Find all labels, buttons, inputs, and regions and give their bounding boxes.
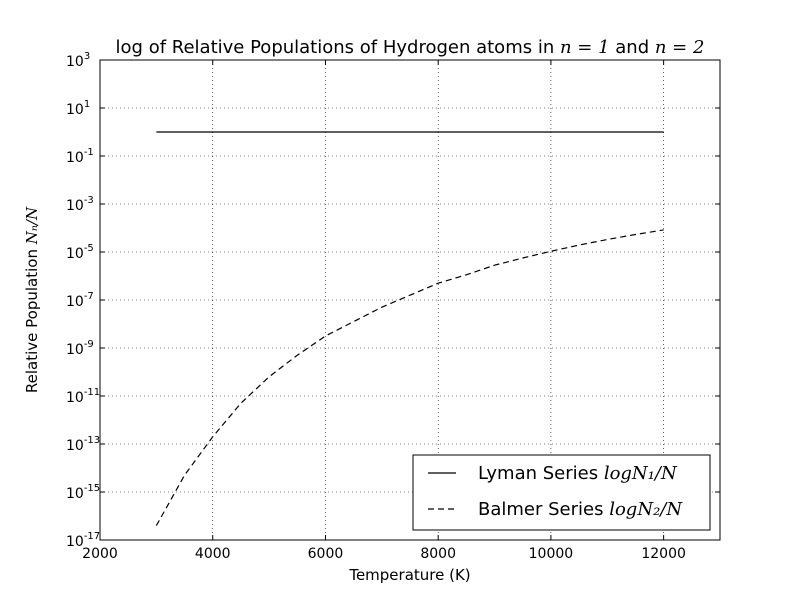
x-tick-label-3: 8000 [420, 546, 456, 562]
legend-lyman-math: logN₁/N [604, 463, 678, 484]
x-tick-label-0: 2000 [82, 546, 118, 562]
chart-title-mid: and [610, 37, 655, 58]
y-tick-label-6: 10-9 [66, 339, 94, 358]
y-tick-label-10: 10-17 [66, 531, 100, 550]
y-tick-label-8: 10-13 [66, 435, 100, 454]
y-tick-label-7: 10-11 [66, 387, 100, 406]
x-axis-title: Temperature (K) [348, 566, 470, 584]
y-tick-exponent-9: -15 [84, 483, 100, 494]
legend-label-balmer: Balmer Series logN₂/N [478, 499, 683, 520]
chart-title: log of Relative Populations of Hydrogen … [116, 37, 705, 58]
y-tick-base-5: 10 [66, 294, 84, 310]
y-tick-label-3: 10-3 [66, 195, 94, 214]
y-tick-label-1: 101 [66, 99, 90, 118]
plot-frame [99, 59, 721, 541]
y-tick-base-4: 10 [66, 246, 84, 262]
y-tick-exponent-5: -7 [84, 291, 94, 302]
y-tick-base-2: 10 [66, 150, 84, 166]
legend-box [412, 454, 711, 531]
y-tick-label-4: 10-5 [66, 243, 94, 262]
y-tick-exponent-6: -9 [84, 339, 94, 350]
y-axis-title-math: Nₙ/N [23, 206, 41, 245]
y-tick-exponent-2: -1 [84, 147, 94, 158]
y-tick-base-7: 10 [66, 390, 84, 406]
y-tick-base-9: 10 [66, 486, 84, 502]
y-tick-exponent-10: -17 [84, 531, 100, 542]
y-tick-label-0: 103 [66, 51, 90, 70]
x-tick-label-5: 12000 [641, 546, 686, 562]
y-axis-title-prefix: Relative Population [23, 244, 41, 393]
legend-label-lyman: Lyman Series logN₁/N [478, 463, 678, 484]
y-tick-base-0: 10 [66, 54, 84, 70]
y-tick-base-8: 10 [66, 438, 84, 454]
y-tick-exponent-7: -11 [84, 387, 100, 398]
y-tick-base-1: 10 [66, 102, 84, 118]
y-tick-exponent-8: -13 [84, 435, 100, 446]
y-tick-base-6: 10 [66, 342, 84, 358]
series-line-balmer-series [155, 229, 664, 526]
legend-balmer-math: logN₂/N [609, 499, 683, 520]
series-layer [155, 131, 664, 526]
y-tick-exponent-0: 3 [84, 51, 90, 62]
y-tick-exponent-4: -5 [84, 243, 94, 254]
legend-balmer-name: Balmer Series [478, 499, 603, 520]
legend-lyman-name: Lyman Series [478, 463, 598, 484]
x-tick-label-4: 10000 [529, 546, 574, 562]
y-tick-label-5: 10-7 [66, 291, 94, 310]
ticks: 2000 4000 6000 8000 10000 1200010310110-110-3… [66, 51, 720, 562]
y-tick-base-10: 10 [66, 534, 84, 550]
chart-title-prefix: log of Relative Populations of Hydrogen … [116, 37, 560, 58]
chart-title-math-2: n = 2 [655, 37, 705, 58]
y-tick-label-2: 10-1 [66, 147, 94, 166]
y-axis-title: Relative Population Nₙ/N [23, 206, 41, 393]
y-tick-exponent-1: 1 [84, 99, 90, 110]
chart-title-math-1: n = 1 [560, 37, 610, 58]
x-tick-label-2: 6000 [308, 546, 344, 562]
y-tick-exponent-3: -3 [84, 195, 94, 206]
y-tick-label-9: 10-15 [66, 483, 100, 502]
y-tick-base-3: 10 [66, 198, 84, 214]
legend: Lyman Series logN₁/N Balmer Series logN₂… [412, 454, 711, 531]
x-tick-label-1: 4000 [195, 546, 231, 562]
